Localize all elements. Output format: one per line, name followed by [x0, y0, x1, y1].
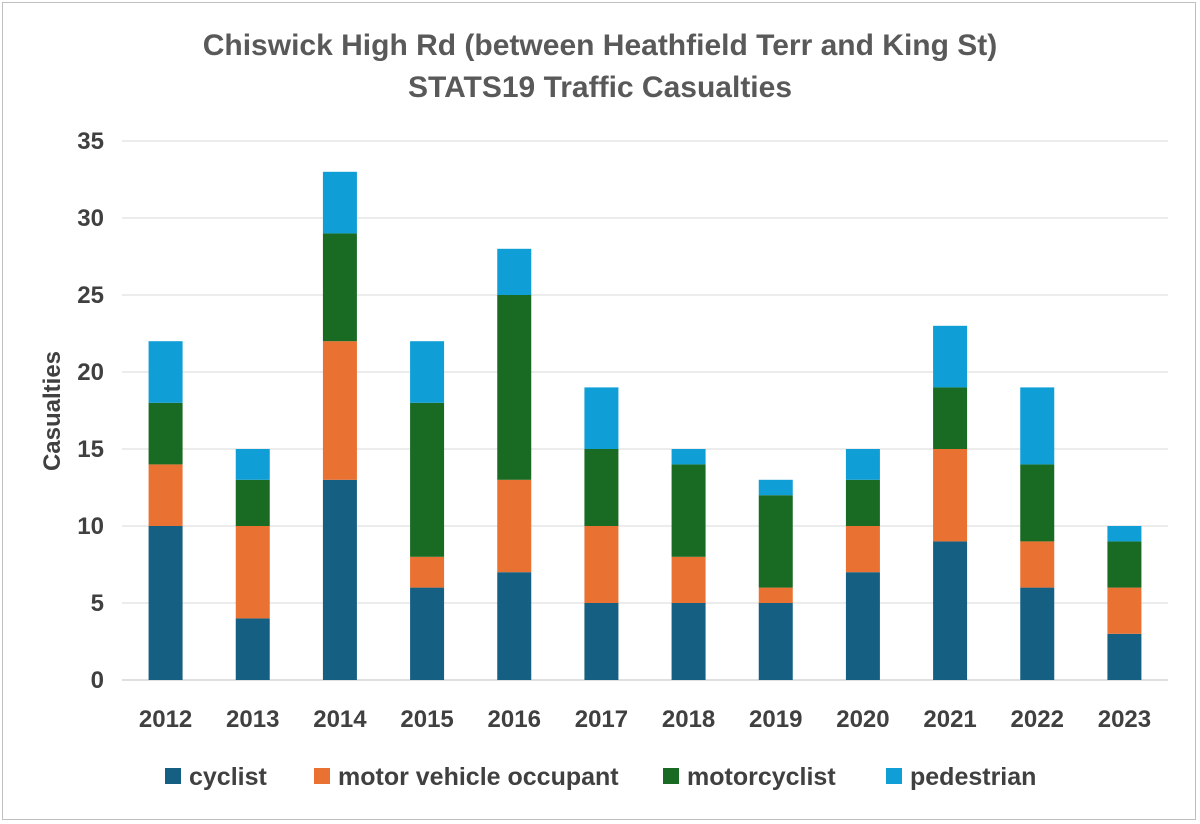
- y-tick-label: 0: [91, 667, 104, 694]
- x-tick-label: 2022: [1011, 706, 1064, 733]
- bar-segment: [1020, 541, 1055, 588]
- bar-segment: [322, 171, 357, 234]
- legend: cyclist motor vehicle occupant motorcyclis…: [165, 763, 1036, 791]
- bar-segment: [1020, 464, 1055, 542]
- bar-segment: [1107, 526, 1142, 542]
- bar-segment: [671, 449, 706, 465]
- bar-segment: [410, 556, 445, 588]
- x-tick-label: 2019: [749, 706, 802, 733]
- bar-segment: [933, 449, 968, 542]
- bar-segment: [845, 449, 880, 480]
- bar-segment: [322, 479, 357, 680]
- bar-segment: [148, 402, 183, 465]
- x-tick-label: 2013: [226, 706, 279, 733]
- y-tick-label: 5: [91, 590, 104, 617]
- bar-segment: [671, 603, 706, 680]
- bar-segment: [758, 587, 793, 603]
- legend-swatch: [886, 768, 902, 784]
- x-tick-label: 2016: [488, 706, 541, 733]
- y-tick-label: 10: [77, 513, 104, 540]
- x-tick-label: 2021: [923, 706, 976, 733]
- bar-segment: [1020, 587, 1055, 680]
- x-tick-label: 2012: [139, 706, 192, 733]
- bar-segment: [410, 587, 445, 680]
- bar-segment: [584, 387, 619, 449]
- y-tick-label: 30: [77, 205, 104, 232]
- gridlines: [122, 140, 1168, 681]
- legend-label: cyclist: [189, 763, 268, 791]
- y-tick-label: 35: [77, 128, 104, 155]
- bar-segment: [497, 295, 532, 480]
- y-tick-labels: 0 5 10 15 20 25 30 35: [77, 128, 104, 694]
- x-tick-label: 2020: [836, 706, 889, 733]
- bar-segment: [1107, 541, 1142, 588]
- bar-segment: [845, 479, 880, 526]
- y-tick-label: 15: [77, 436, 104, 463]
- bar-segment: [845, 526, 880, 573]
- bar-segment: [845, 572, 880, 680]
- bar-segment: [235, 449, 270, 480]
- x-tick-labels: 2012 2013 2014 2015 2016 2017 2018 2019 2020 2021…: [139, 706, 1151, 733]
- bar-segment: [758, 479, 793, 496]
- legend-swatch: [663, 768, 679, 784]
- bar-segment: [322, 341, 357, 480]
- x-tick-label: 2017: [575, 706, 628, 733]
- bar-segment: [1020, 387, 1055, 465]
- bar-segment: [497, 479, 532, 573]
- bar-segment: [148, 341, 183, 403]
- bar-segment: [322, 233, 357, 342]
- bar-segment: [410, 341, 445, 403]
- bar-segment: [933, 541, 968, 680]
- x-tick-label: 2015: [400, 706, 453, 733]
- bars: [148, 171, 1142, 680]
- bar-segment: [1107, 587, 1142, 634]
- bar-segment: [148, 526, 183, 680]
- legend-swatch: [165, 768, 181, 784]
- y-axis-label: Casualties: [39, 351, 66, 471]
- bar-segment: [235, 618, 270, 680]
- bar-segment: [758, 603, 793, 680]
- bar-segment: [758, 495, 793, 588]
- bar-segment: [671, 556, 706, 603]
- y-tick-label: 20: [77, 359, 104, 386]
- bar-segment: [497, 248, 532, 295]
- bar-segment: [671, 464, 706, 557]
- legend-label: motorcyclist: [687, 763, 836, 791]
- chart-title: Chiswick High Rd (between Heathfield Ter…: [203, 29, 998, 62]
- bar-segment: [410, 402, 445, 557]
- legend-label: pedestrian: [910, 763, 1036, 791]
- x-tick-label: 2014: [313, 706, 367, 733]
- y-tick-label: 25: [77, 282, 104, 309]
- bar-segment: [148, 464, 183, 526]
- bar-segment: [933, 325, 968, 388]
- x-tick-label: 2023: [1098, 706, 1151, 733]
- bar-segment: [1107, 633, 1142, 680]
- bar-segment: [584, 526, 619, 603]
- bar-segment: [933, 387, 968, 449]
- bar-segment: [584, 449, 619, 526]
- x-tick-label: 2018: [662, 706, 715, 733]
- bar-segment: [235, 479, 270, 526]
- chart-subtitle: STATS19 Traffic Casualties: [408, 71, 792, 104]
- bar-segment: [235, 526, 270, 619]
- legend-label: motor vehicle occupant: [338, 763, 619, 791]
- bar-segment: [584, 603, 619, 680]
- legend-swatch: [314, 768, 330, 784]
- bar-segment: [497, 572, 532, 680]
